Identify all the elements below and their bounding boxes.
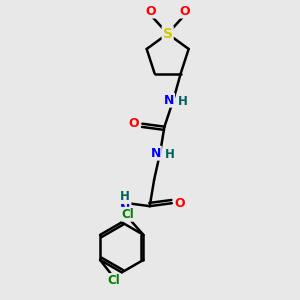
Text: N: N	[150, 147, 161, 160]
Text: H: H	[178, 95, 188, 108]
Text: Cl: Cl	[108, 274, 120, 287]
Text: Cl: Cl	[122, 208, 134, 221]
Text: O: O	[145, 4, 156, 18]
Text: N: N	[164, 94, 174, 107]
Text: H: H	[120, 190, 130, 203]
Text: N: N	[120, 203, 130, 216]
Text: O: O	[175, 197, 185, 210]
Text: S: S	[163, 27, 173, 41]
Text: H: H	[164, 148, 174, 161]
Text: O: O	[129, 117, 140, 130]
Text: O: O	[179, 4, 190, 18]
